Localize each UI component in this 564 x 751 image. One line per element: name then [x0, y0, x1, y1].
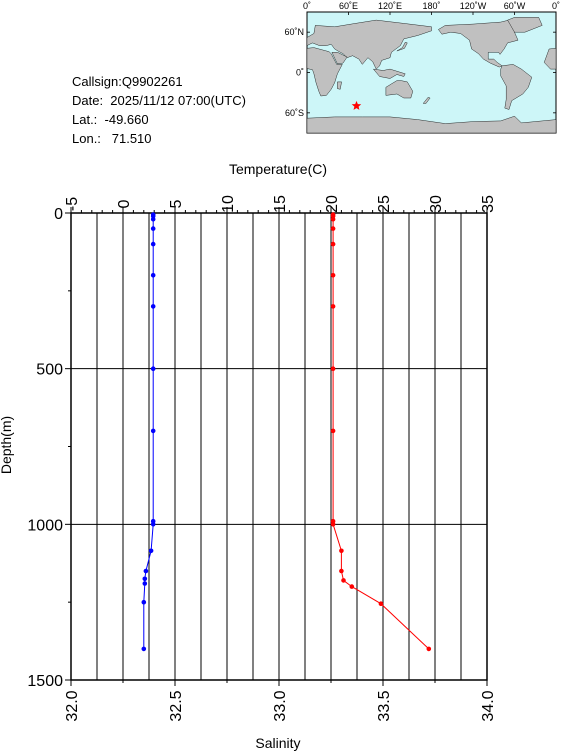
temperature-tick-label: 25 [376, 195, 393, 213]
depth-axis-title: Depth(m) [0, 416, 14, 474]
map-longitude-label: 120˚E [378, 1, 402, 11]
temperature-point [150, 241, 156, 247]
salinity-point [330, 304, 336, 309]
salinity-tick-label: 33.0 [272, 690, 289, 721]
map-land-south-america [500, 64, 533, 110]
chart-grid [71, 213, 487, 680]
map-land-southeast-asia [372, 68, 406, 79]
temperature-point [150, 428, 156, 434]
salinity-point [339, 568, 344, 574]
longitude-text: Lon.: 71.510 [72, 131, 152, 146]
date-text: Date: 2025/11/12 07:00(UTC) [72, 93, 246, 108]
temperature-point [143, 568, 149, 574]
map-land-new-zealand [422, 97, 431, 104]
temperature-axis-title: Temperature(C) [229, 161, 327, 177]
temperature-point [148, 548, 154, 554]
salinity-point [426, 646, 432, 652]
temperature-point [141, 599, 147, 605]
depth-tick-label: 500 [36, 362, 63, 379]
salinity-tick-label: 34.0 [480, 690, 497, 721]
map-land-greenland [507, 17, 543, 33]
temperature-point [142, 581, 148, 586]
map-land-madagascar [337, 81, 342, 90]
temperature-tick-label: 5 [168, 199, 185, 208]
temperature-point [142, 576, 148, 582]
temperature-tick-label: 10 [220, 195, 237, 213]
map-land-europe-asia [306, 19, 432, 70]
salinity-point [349, 584, 355, 589]
temperature-tick-label: 30 [428, 195, 445, 213]
map-latitude-labels: 60˚N 0˚ 60˚S [284, 27, 556, 118]
salinity-point [330, 273, 336, 278]
map-longitude-label: 0˚ [552, 1, 560, 11]
map-longitude-label: 60˚W [504, 1, 526, 11]
float-location-marker [351, 100, 362, 110]
map-land [306, 17, 557, 134]
temperature-point [150, 522, 156, 527]
salinity-tick-label: 33.5 [376, 690, 393, 721]
temperature-point [141, 646, 147, 652]
depth-tick-label: 0 [54, 206, 63, 223]
latitude-text: Lat.: -49.660 [72, 112, 149, 127]
temperature-tick-label: 15 [272, 195, 289, 213]
map-latitude-label: 0˚ [296, 68, 304, 78]
salinity-point [330, 522, 336, 527]
temperature-point [150, 226, 156, 231]
salinity-profile-line [332, 214, 430, 650]
map-latitude-label: 60˚S [285, 108, 304, 118]
temperature-tick-label: 0 [116, 199, 133, 208]
temperature-point [150, 216, 156, 222]
map-longitude-label: 0˚ [303, 1, 311, 11]
temperature-point [150, 273, 156, 278]
salinity-point [330, 241, 336, 247]
salinity-point [330, 226, 336, 231]
map-land-antarctica [306, 115, 557, 134]
salinity-point [339, 548, 344, 554]
map-longitude-label: 180˚ [422, 1, 440, 11]
map-longitude-label: 60˚E [339, 1, 358, 11]
depth-tick-label: 1500 [27, 673, 63, 690]
temperature-point [150, 366, 156, 372]
temperature-tick-label: 20 [324, 195, 341, 213]
chart-series [141, 212, 432, 652]
map-land-arabia [331, 52, 348, 65]
salinity-point [330, 366, 336, 372]
map-latitude-label: 60˚N [284, 27, 304, 37]
map-land-africa [306, 47, 343, 97]
profile-info: Callsign:Q9902261 Date: 2025/11/12 07:00… [72, 72, 246, 148]
callsign-text: Callsign:Q9902261 [72, 74, 183, 89]
depth-tick-label: 1000 [27, 517, 63, 534]
map-land-africa-west [543, 48, 557, 70]
salinity-point [341, 578, 346, 583]
temperature-tick-label: -5 [64, 197, 81, 211]
map-longitude-labels: 0˚ 60˚E 120˚E 180˚ 120˚W 60˚W 0˚ [303, 1, 560, 15]
temperature-tick-label: 35 [480, 195, 497, 213]
salinity-tick-label: 32.5 [168, 690, 185, 721]
salinity-point [378, 601, 384, 606]
map-longitude-label: 120˚W [460, 1, 487, 11]
map-land-australia [385, 80, 414, 99]
map-land-japan [396, 42, 408, 52]
salinity-point [330, 216, 336, 222]
salinity-tick-label: 32.0 [64, 690, 81, 721]
salinity-axis-title: Salinity [255, 735, 300, 751]
temperature-point [150, 304, 156, 309]
salinity-point [330, 428, 336, 434]
chart-axes [65, 207, 488, 686]
